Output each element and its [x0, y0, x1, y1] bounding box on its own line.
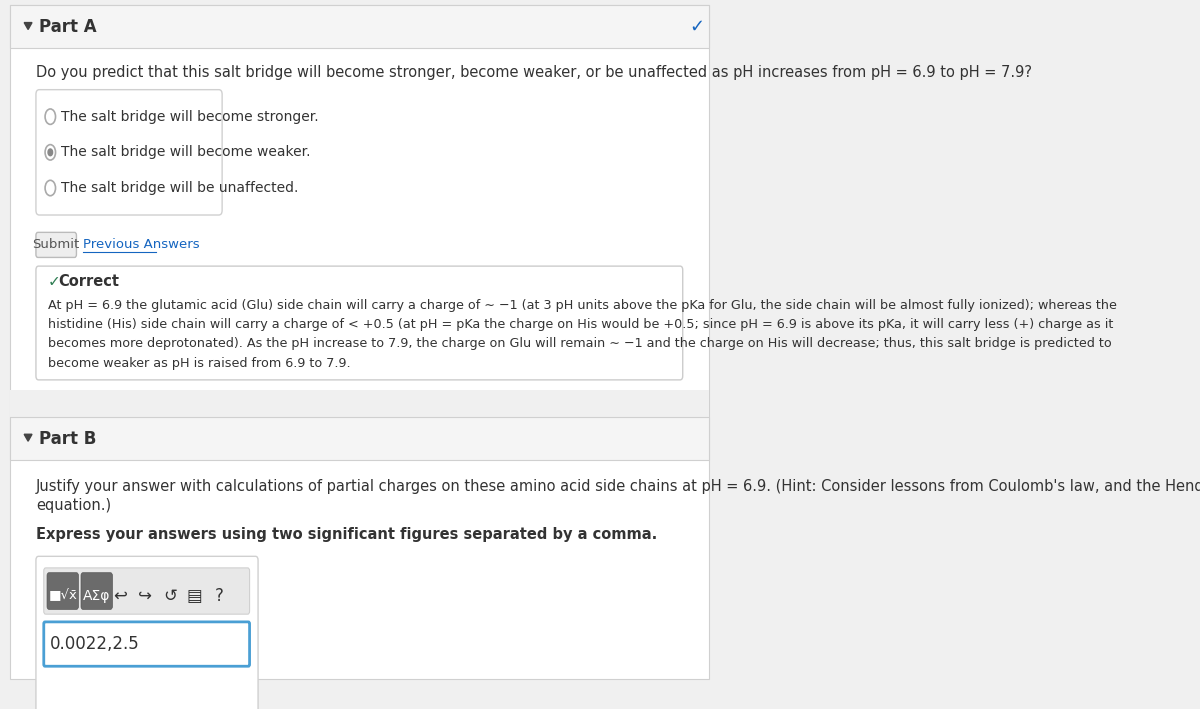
Text: Justify your answer with calculations of partial charges on these amino acid sid: Justify your answer with calculations of…: [36, 479, 1200, 494]
Text: 0.0022,2.5: 0.0022,2.5: [50, 635, 140, 653]
Text: become weaker as pH is raised from 6.9 to 7.9.: become weaker as pH is raised from 6.9 t…: [48, 357, 350, 369]
Polygon shape: [24, 434, 32, 441]
Bar: [10, 389, 709, 416]
Text: histidine (His) side chain will carry a charge of < +0.5 (at pH = pKa the charge: histidine (His) side chain will carry a …: [48, 318, 1114, 331]
Text: Do you predict that this salt bridge will become stronger, become weaker, or be : Do you predict that this salt bridge wil…: [36, 65, 1032, 80]
Text: ▤: ▤: [187, 587, 203, 605]
FancyBboxPatch shape: [47, 573, 78, 609]
Bar: [10, 5, 709, 679]
Circle shape: [46, 180, 55, 196]
FancyBboxPatch shape: [36, 266, 683, 380]
Text: Correct: Correct: [58, 274, 119, 289]
Text: ■√x̄: ■√x̄: [48, 589, 77, 603]
Bar: [10, 5, 709, 48]
FancyBboxPatch shape: [43, 568, 250, 614]
Text: Part A: Part A: [38, 18, 96, 36]
Text: Express your answers using two significant figures separated by a comma.: Express your answers using two significa…: [36, 527, 658, 542]
Text: becomes more deprotonated). As the pH increase to 7.9, the charge on Glu will re: becomes more deprotonated). As the pH in…: [48, 337, 1111, 350]
Circle shape: [46, 109, 55, 124]
Text: ✓: ✓: [689, 18, 704, 36]
Text: equation.): equation.): [36, 498, 112, 513]
Text: Part B: Part B: [38, 430, 96, 447]
Bar: [10, 416, 709, 460]
FancyBboxPatch shape: [82, 573, 113, 609]
Text: The salt bridge will be unaffected.: The salt bridge will be unaffected.: [61, 181, 298, 195]
Text: ?: ?: [215, 587, 224, 605]
Polygon shape: [24, 23, 32, 30]
Text: Submit: Submit: [32, 238, 80, 252]
Text: ↪: ↪: [138, 587, 152, 605]
Text: ✓: ✓: [48, 274, 60, 289]
Text: Previous Answers: Previous Answers: [83, 238, 199, 252]
FancyBboxPatch shape: [36, 557, 258, 709]
Text: At pH = 6.9 the glutamic acid (Glu) side chain will carry a charge of ∼ −1 (at 3: At pH = 6.9 the glutamic acid (Glu) side…: [48, 299, 1116, 312]
Circle shape: [46, 145, 55, 160]
FancyBboxPatch shape: [43, 622, 250, 666]
Text: The salt bridge will become weaker.: The salt bridge will become weaker.: [61, 145, 311, 160]
FancyBboxPatch shape: [36, 233, 77, 257]
Circle shape: [48, 149, 53, 156]
Text: ↩: ↩: [113, 587, 127, 605]
FancyBboxPatch shape: [36, 89, 222, 215]
Text: The salt bridge will become stronger.: The salt bridge will become stronger.: [61, 110, 318, 123]
Text: ↺: ↺: [163, 587, 176, 605]
Text: ΑΣφ: ΑΣφ: [83, 589, 110, 603]
